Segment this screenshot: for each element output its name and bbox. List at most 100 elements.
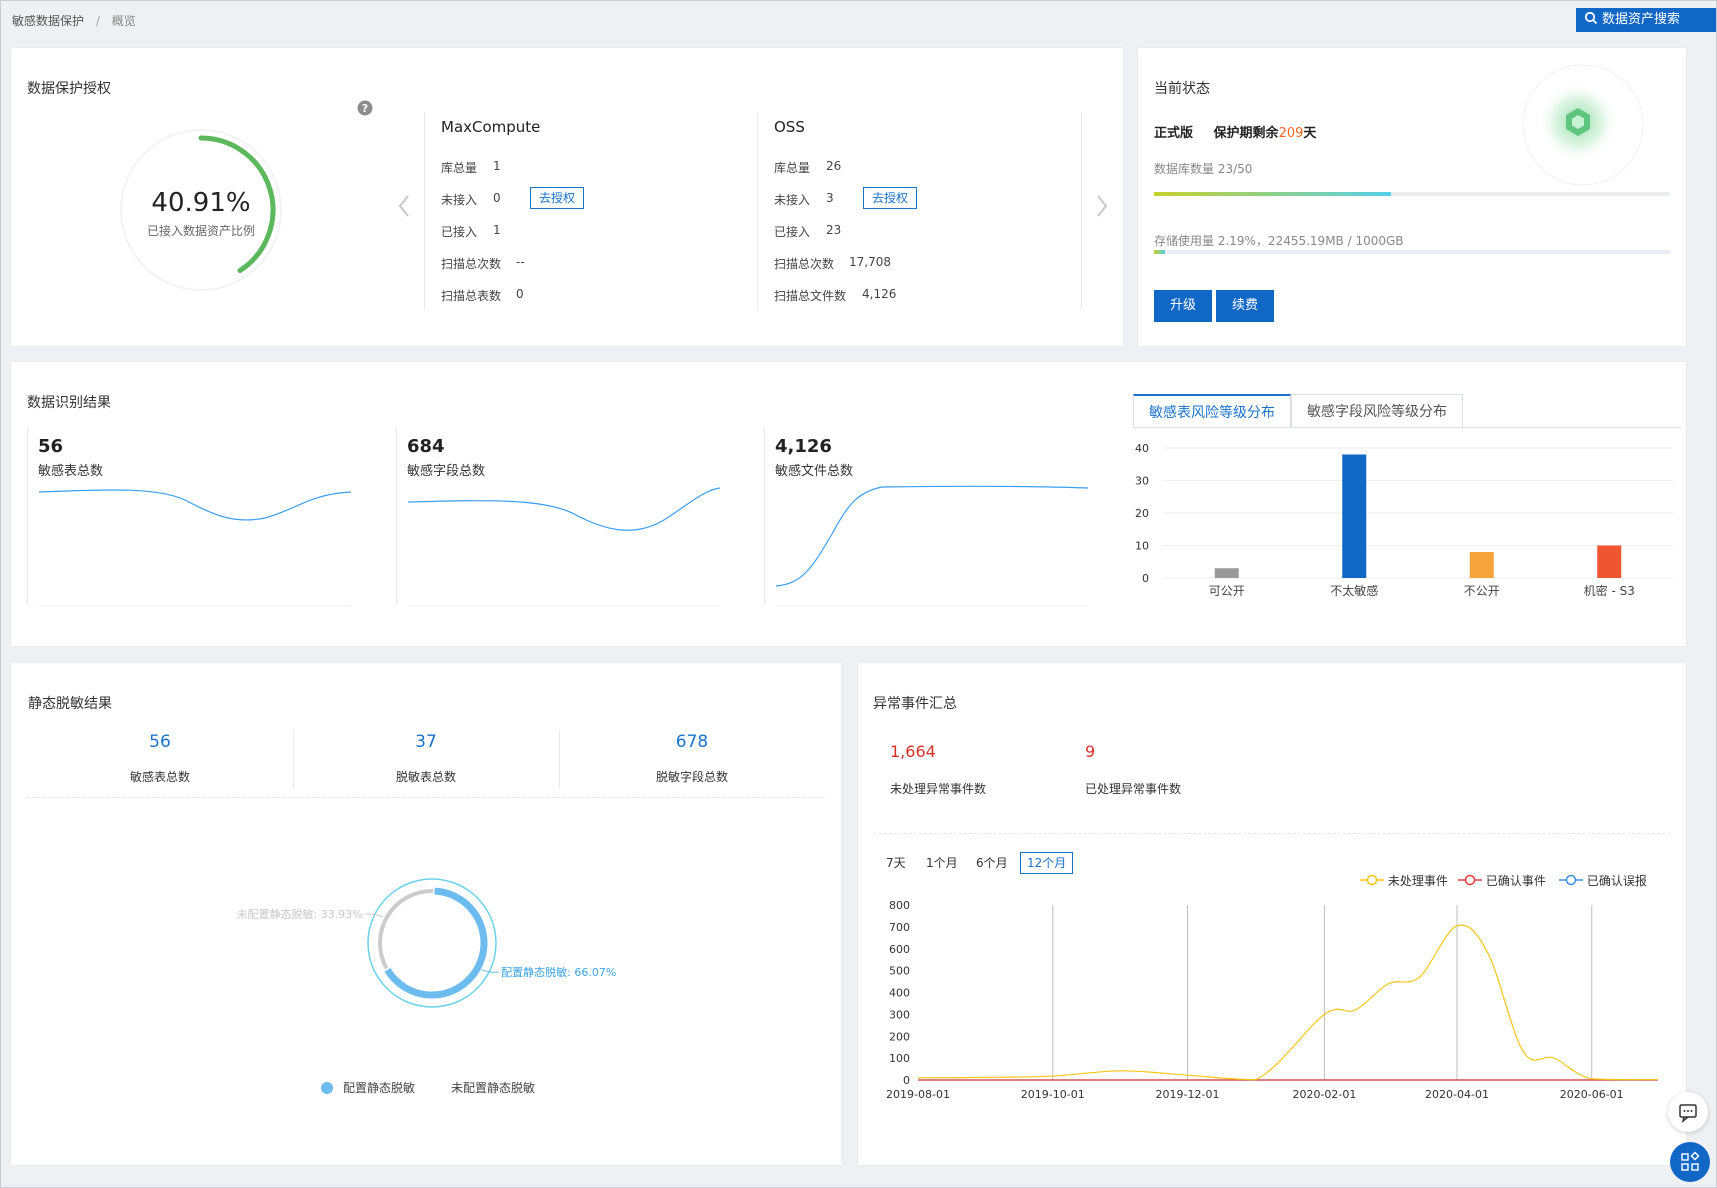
remain-prefix: 保护期剩余 <box>1213 126 1279 141</box>
stat-label: 脱敏表总数 <box>395 770 456 784</box>
y-tick-label: 200 <box>889 1030 910 1043</box>
remain-days: 209 <box>1278 126 1304 141</box>
search-icon <box>1584 11 1598 25</box>
asset-search-button[interactable]: 数据资产搜索 <box>1576 8 1716 32</box>
auth-ratio-label: 已接入数据资产比例 <box>146 224 255 238</box>
legend-false-positive[interactable]: 已确认误报 <box>1559 872 1647 889</box>
slice-label: 未配置静态脱敏: 33.93% <box>236 907 362 921</box>
x-tick-label: 2020-02-01 <box>1292 1088 1356 1101</box>
legend-unconfigured[interactable]: 未配置静态脱敏 <box>451 1079 535 1096</box>
stat-value: 678 <box>675 732 709 752</box>
tab-field-risk[interactable]: 敏感字段风险等级分布 <box>1291 394 1463 428</box>
authorize-button[interactable]: 去授权 <box>863 187 918 209</box>
legend-label: 已确认事件 <box>1485 874 1546 888</box>
feedback-button[interactable] <box>1668 1092 1708 1132</box>
range-6m[interactable]: 6个月 <box>976 856 1008 870</box>
row-label: 库总量 <box>441 161 478 175</box>
recognition-card-title: 数据识别结果 <box>27 395 111 411</box>
divider <box>293 730 294 788</box>
stat-value: 37 <box>415 732 437 752</box>
bar[interactable] <box>1469 552 1494 578</box>
row-label: 未接入 <box>774 193 811 207</box>
handled-label: 已处理异常事件数 <box>1085 782 1182 796</box>
y-tick-label: 30 <box>1135 475 1149 488</box>
tab-table-risk[interactable]: 敏感表风险等级分布 <box>1133 394 1291 428</box>
kpi-value: 56 <box>38 436 64 457</box>
status-card-title: 当前状态 <box>1154 81 1210 97</box>
divider <box>1081 112 1082 310</box>
desens-donut-chart: 配置静态脱敏: 66.07% 未配置静态脱敏: 33.93% <box>236 878 616 1008</box>
dashed-divider <box>874 833 1670 834</box>
row-value: 0 <box>516 287 524 301</box>
slice-label: 配置静态脱敏: 66.07% <box>501 965 616 979</box>
range-12m[interactable]: 12个月 <box>1020 852 1074 874</box>
y-tick-label: 500 <box>889 965 910 978</box>
auth-ratio-ring <box>120 129 282 291</box>
renew-button[interactable]: 续费 <box>1216 290 1274 322</box>
y-tick-label: 40 <box>1135 442 1149 455</box>
sparkline-tables <box>38 489 352 607</box>
auth-ratio-value: 40.91% <box>151 188 251 218</box>
donut-outer-ring <box>367 878 497 1008</box>
handled-value: 9 <box>1085 742 1096 761</box>
storage-fill <box>1154 250 1166 254</box>
divider <box>396 428 397 606</box>
stat-label: 敏感表总数 <box>129 770 190 784</box>
auth-card-title: 数据保护授权 <box>27 81 111 97</box>
row-value: 23 <box>826 223 842 237</box>
legend-marker <box>1360 874 1384 886</box>
db-count-label: 数据库数量 23/50 <box>1154 162 1253 176</box>
legend-confirmed[interactable]: 已确认事件 <box>1458 872 1546 889</box>
upgrade-button[interactable]: 升级 <box>1154 290 1212 322</box>
x-tick-label: 机密 - S3 <box>1584 583 1635 598</box>
bar[interactable] <box>1342 454 1367 579</box>
apps-button[interactable] <box>1670 1142 1710 1182</box>
stat-value: 56 <box>149 732 171 752</box>
remain-suffix: 天 <box>1303 126 1317 141</box>
y-tick-label: 300 <box>889 1008 910 1021</box>
donut-slice[interactable] <box>378 889 434 970</box>
storage-bar <box>1154 250 1670 254</box>
range-7d[interactable]: 7天 <box>886 856 906 870</box>
legend-marker <box>1559 874 1583 886</box>
y-tick-label: 700 <box>889 921 910 934</box>
desens-card-title: 静态脱敏结果 <box>28 696 112 712</box>
breadcrumb-root[interactable]: 敏感数据保护 <box>12 14 85 28</box>
help-icon[interactable]: ? <box>357 100 373 116</box>
breadcrumb-separator: / <box>95 14 100 28</box>
unhandled-label: 未处理异常事件数 <box>890 782 987 796</box>
kpi-value: 4,126 <box>775 436 832 457</box>
tab-underline <box>1133 427 1681 428</box>
risk-bar-chart: 0 10 20 30 40 可公开 不太敏感 不公开 机密 - S3 <box>1135 442 1673 598</box>
authorize-button[interactable]: 去授权 <box>530 187 585 209</box>
y-tick-label: 10 <box>1135 540 1149 553</box>
legend-label: 已确认误报 <box>1586 874 1647 888</box>
bar[interactable] <box>1214 568 1239 578</box>
divider <box>764 428 765 606</box>
row-value: -- <box>516 255 525 269</box>
row-label: 扫描总文件数 <box>774 289 847 303</box>
events-card: 异常事件汇总 1,664 未处理异常事件数 9 已处理异常事件数 7天 1个月 … <box>858 663 1686 1165</box>
row-value: 0 <box>493 191 501 205</box>
x-tick-label: 2020-04-01 <box>1425 1088 1489 1101</box>
chevron-left-icon[interactable] <box>397 194 411 218</box>
divider <box>559 730 560 788</box>
legend-label: 未处理事件 <box>1387 874 1448 888</box>
auth-ratio-arc <box>198 135 276 274</box>
chevron-right-icon[interactable] <box>1095 194 1109 218</box>
legend-unhandled[interactable]: 未处理事件 <box>1360 872 1448 889</box>
divider <box>27 428 28 606</box>
donut-slice[interactable] <box>384 887 488 999</box>
bar[interactable] <box>1597 545 1622 579</box>
series-line[interactable] <box>917 924 1659 1081</box>
y-tick-label: 600 <box>889 943 910 956</box>
row-label: 扫描总表数 <box>441 289 502 303</box>
row-label: 扫描总次数 <box>774 257 835 271</box>
legend-configured[interactable]: 配置静态脱敏 <box>321 1079 415 1096</box>
row-value: 1 <box>493 159 501 173</box>
range-1m[interactable]: 1个月 <box>926 856 958 870</box>
legend-dot <box>321 1082 333 1094</box>
unhandled-value: 1,664 <box>890 742 936 761</box>
desens-card: 静态脱敏结果 56 敏感表总数 37 脱敏表总数 678 脱敏字段总数 配置静态… <box>11 663 841 1165</box>
breadcrumb: 敏感数据保护 / 概览 <box>12 12 136 29</box>
